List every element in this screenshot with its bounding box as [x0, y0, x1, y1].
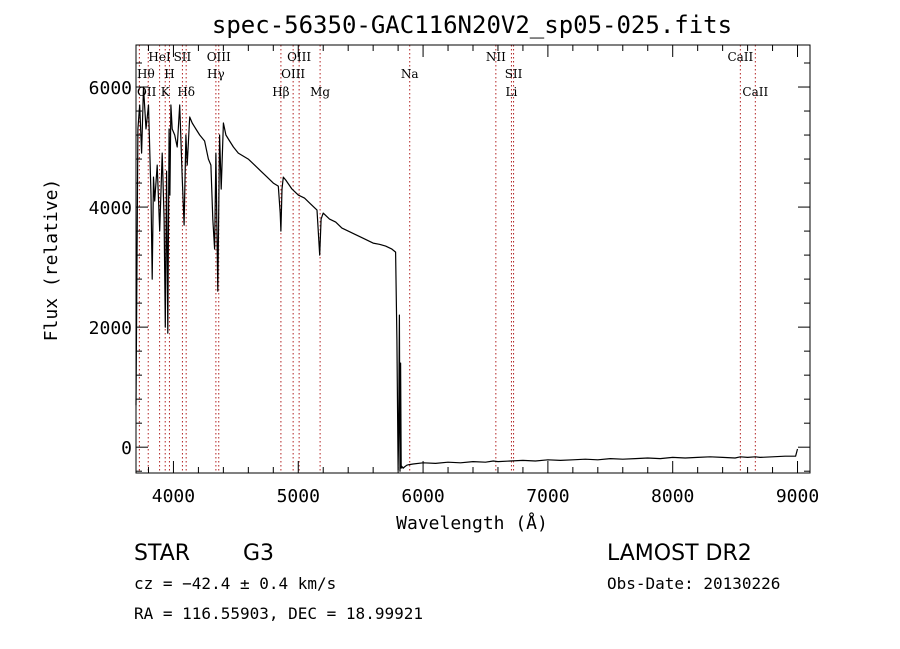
- emission-line-labels: OIIHθHeIKHSIIHδHγOIIIHβOIIIOIIIMgNaNIILi…: [137, 50, 768, 99]
- y-tick-label: 6000: [89, 78, 132, 99]
- line-marker-label: Mg: [310, 85, 330, 99]
- x-tick-label: 8000: [651, 486, 694, 507]
- coordinates: RA = 116.55903, DEC = 18.99921: [134, 604, 423, 623]
- y-tick-label: 4000: [89, 198, 132, 219]
- survey-name: LAMOST DR2: [607, 541, 752, 566]
- flux-series-line: [135, 86, 799, 472]
- plot-frame: [135, 44, 811, 474]
- x-tick-label: 9000: [776, 486, 819, 507]
- line-marker-label: Li: [506, 85, 518, 99]
- line-marker-label: HeI: [148, 50, 171, 64]
- line-marker-label: K: [161, 85, 171, 99]
- x-tick-label: 6000: [401, 486, 444, 507]
- y-tick-label: 2000: [89, 318, 132, 339]
- line-marker-label: Hδ: [177, 85, 195, 99]
- line-marker-label: Hβ: [272, 85, 289, 99]
- x-axis-ticks: 4000 5000 6000 7000 8000 9000: [147, 45, 819, 507]
- object-class: STAR: [134, 541, 190, 566]
- line-marker-label: OIII: [287, 50, 311, 64]
- line-marker-label: OII: [137, 85, 157, 99]
- line-marker-label: Hθ: [137, 67, 155, 81]
- x-tick-label: 5000: [277, 486, 320, 507]
- x-tick-label: 4000: [152, 486, 195, 507]
- line-marker-label: SII: [174, 50, 192, 64]
- x-axis-label: Wavelength (Å): [396, 512, 548, 534]
- line-marker-label: CaII: [742, 85, 768, 99]
- line-marker-label: NII: [486, 50, 506, 64]
- x-tick-label: 7000: [526, 486, 569, 507]
- line-marker-label: Na: [401, 67, 419, 81]
- y-axis-ticks: 0 2000 4000 6000: [89, 62, 810, 472]
- line-marker-label: Hγ: [207, 67, 225, 81]
- line-marker-label: SII: [505, 67, 523, 81]
- object-subclass: G3: [243, 541, 274, 566]
- line-marker-label: CaII: [727, 50, 753, 64]
- chart-title: spec-56350-GAC116N20V2_sp05-025.fits: [212, 11, 732, 39]
- line-marker-label: H: [164, 67, 174, 81]
- redshift-velocity: cz = −42.4 ± 0.4 km/s: [134, 574, 336, 593]
- line-marker-label: OIII: [281, 67, 305, 81]
- y-axis-label: Flux (relative): [41, 179, 62, 342]
- observation-date: Obs-Date: 20130226: [607, 574, 780, 593]
- line-marker-label: OIII: [207, 50, 231, 64]
- y-tick-label: 0: [121, 438, 132, 459]
- emission-line-markers: [138, 45, 756, 473]
